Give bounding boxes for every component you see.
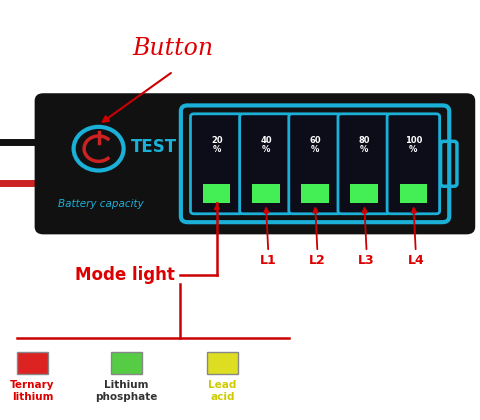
- Text: L4: L4: [407, 254, 423, 267]
- Text: 40
%: 40 %: [260, 136, 271, 154]
- Text: 80
%: 80 %: [358, 136, 369, 154]
- Bar: [350, 184, 377, 203]
- FancyBboxPatch shape: [288, 114, 341, 214]
- FancyBboxPatch shape: [239, 114, 291, 214]
- Text: Ternary
lithium: Ternary lithium: [10, 380, 55, 402]
- Text: L2: L2: [309, 254, 325, 267]
- Text: TEST: TEST: [131, 138, 177, 155]
- Bar: [399, 184, 426, 203]
- Text: Button: Button: [132, 37, 213, 60]
- FancyBboxPatch shape: [190, 114, 242, 214]
- Bar: [300, 184, 328, 203]
- Text: 100
%: 100 %: [404, 136, 421, 154]
- Bar: [203, 184, 230, 203]
- Text: L1: L1: [259, 254, 276, 267]
- Text: Battery capacity: Battery capacity: [58, 199, 144, 209]
- Bar: [252, 184, 279, 203]
- FancyBboxPatch shape: [337, 114, 390, 214]
- Text: Lead
acid: Lead acid: [208, 380, 236, 402]
- Text: 60
%: 60 %: [309, 136, 320, 154]
- Text: 20
%: 20 %: [211, 136, 222, 154]
- Text: L3: L3: [358, 254, 374, 267]
- Bar: [17, 352, 48, 374]
- Text: Lithium
phosphate: Lithium phosphate: [95, 380, 157, 402]
- Text: Mode light: Mode light: [75, 266, 175, 284]
- FancyBboxPatch shape: [35, 93, 474, 234]
- Bar: [206, 352, 238, 374]
- FancyBboxPatch shape: [386, 114, 439, 214]
- Bar: [110, 352, 142, 374]
